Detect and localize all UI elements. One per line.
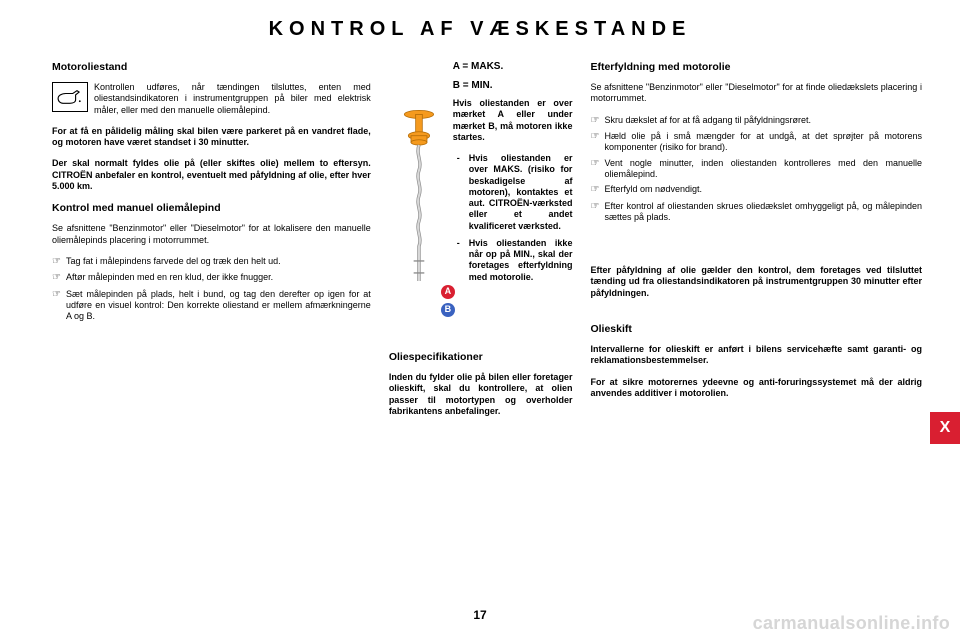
content-columns: Motoroliestand Kontrollen udføres, når t…: [0, 41, 960, 427]
bullet-text: Skru dækslet af for at få adgang til påf…: [604, 115, 922, 128]
dash-icon: -: [457, 153, 469, 232]
pointer-icon: ☞: [590, 131, 604, 154]
list-item: ☞ Aftør målepinden med en ren klud, der …: [52, 272, 371, 285]
column-center: A B A = MAKS. B = MIN. Hvis oliestanden …: [389, 61, 573, 427]
bullet-text: Hæld olie på i små mængder for at undgå,…: [604, 131, 922, 154]
para-locate-cap: Se afsnittene "Benzinmotor" eller "Diese…: [590, 82, 922, 105]
list-item: ☞ Efterfyld om nødvendigt.: [590, 184, 922, 197]
para-intervals: Intervallerne for olieskift er anført i …: [590, 344, 922, 367]
dash-text: Hvis oliestanden er over MAKS. (risiko f…: [469, 153, 573, 232]
heading-oil-level: Motoroliestand: [52, 61, 371, 74]
center-text-block: A = MAKS. B = MIN. Hvis oliestanden er o…: [449, 61, 573, 351]
page-title: KONTROL AF VÆSKESTANDE: [0, 0, 960, 41]
label-a-max: A = MAKS.: [453, 61, 573, 74]
para-do-not-start: Hvis oliestanden er over mærket A eller …: [453, 98, 573, 143]
heading-refill: Efterfyldning med motorolie: [590, 61, 922, 74]
pointer-icon: ☞: [590, 201, 604, 224]
column-right: Efterfyldning med motorolie Se afsnitten…: [590, 61, 922, 427]
dipstick-illustration: A B: [389, 61, 449, 341]
oil-can-icon: [52, 82, 88, 112]
list-item: ☞ Hæld olie på i små mængder for at undg…: [590, 131, 922, 154]
bullet-text: Efter kontrol af oliestanden skrues olie…: [604, 201, 922, 224]
heading-oil-spec: Oliespecifikationer: [389, 351, 573, 364]
heading-oil-change: Olieskift: [590, 323, 922, 336]
section-tab-label: X: [940, 419, 951, 437]
bullet-text: Sæt målepinden på plads, helt i bund, og…: [66, 289, 371, 323]
label-b-min: B = MIN.: [453, 80, 573, 93]
list-item: - Hvis oliestanden ikke når op på MIN., …: [453, 238, 573, 283]
bullet-list-refill-steps: ☞ Skru dækslet af for at få adgang til p…: [590, 115, 922, 224]
bullet-list-check-steps: ☞ Tag fat i målepindens farvede del og t…: [52, 256, 371, 323]
para-no-additives: For at sikre motorernes ydeevne og anti-…: [590, 377, 922, 400]
marker-a-badge: A: [441, 285, 455, 299]
dash-text: Hvis oliestanden ikke når op på MIN., sk…: [469, 238, 573, 283]
center-lower-block: Oliespecifikationer Inden du fylder olie…: [389, 351, 573, 427]
para-after-refill: Efter påfyldning af olie gælder den kont…: [590, 265, 922, 299]
list-item: ☞ Sæt målepinden på plads, helt i bund, …: [52, 289, 371, 323]
section-tab: X: [930, 412, 960, 444]
para-refill-interval: Der skal normalt fyldes olie på (eller s…: [52, 158, 371, 192]
para-reliable: For at få en pålidelig måling skal bilen…: [52, 126, 371, 149]
pointer-icon: ☞: [52, 289, 66, 323]
para-oil-spec: Inden du fylder olie på bilen eller fore…: [389, 372, 573, 417]
list-item: ☞ Skru dækslet af for at få adgang til p…: [590, 115, 922, 128]
bullet-text: Vent nogle minutter, inden oliestanden k…: [604, 158, 922, 181]
list-item: ☞ Efter kontrol af oliestanden skrues ol…: [590, 201, 922, 224]
pointer-icon: ☞: [590, 115, 604, 128]
watermark-text: carmanualsonline.info: [753, 613, 950, 634]
dash-icon: -: [457, 238, 469, 283]
heading-manual-check: Kontrol med manuel oliemålepind: [52, 202, 371, 215]
list-item: - Hvis oliestanden er over MAKS. (risiko…: [453, 153, 573, 232]
pointer-icon: ☞: [590, 158, 604, 181]
pointer-icon: ☞: [52, 272, 66, 285]
bullet-text: Aftør målepinden med en ren klud, der ik…: [66, 272, 371, 285]
pointer-icon: ☞: [52, 256, 66, 269]
bullet-text: Tag fat i målepindens farvede del og træ…: [66, 256, 371, 269]
marker-b-badge: B: [441, 303, 455, 317]
list-item: ☞ Tag fat i målepindens farvede del og t…: [52, 256, 371, 269]
page: KONTROL AF VÆSKESTANDE Motoroliestand Ko…: [0, 0, 960, 640]
pointer-icon: ☞: [590, 184, 604, 197]
list-item: ☞ Vent nogle minutter, inden oliestanden…: [590, 158, 922, 181]
para-intro-text: Kontrollen udføres, når tændingen tilslu…: [94, 82, 371, 115]
bullet-text: Efterfyld om nødvendigt.: [604, 184, 922, 197]
column-left: Motoroliestand Kontrollen udføres, når t…: [52, 61, 371, 427]
para-locate-dipstick: Se afsnittene "Benzinmotor" eller "Diese…: [52, 223, 371, 246]
para-intro: Kontrollen udføres, når tændingen tilslu…: [52, 82, 371, 116]
